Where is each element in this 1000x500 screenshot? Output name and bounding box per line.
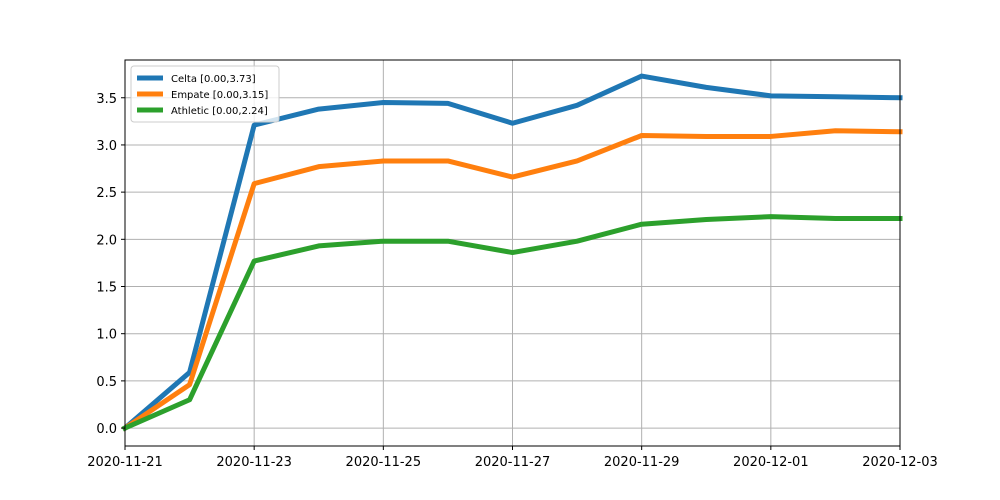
y-tick-label: 2.5: [96, 186, 117, 201]
x-tick-label: 2020-11-21: [87, 455, 163, 470]
x-tick-label: 2020-11-25: [346, 455, 422, 470]
x-tick-label: 2020-11-23: [216, 455, 292, 470]
axis-ticks: 2020-11-21 2020-11-23 2020-11-25 2020-11-27…: [87, 92, 938, 470]
legend-label: Athletic [0.00,2.24]: [171, 106, 268, 117]
series-line-2: [121, 214, 903, 432]
legend: Celta [0.00,3.73] Empate [0.00,3.15] Athle…: [130, 65, 280, 123]
x-tick-label: 2020-12-03: [862, 455, 938, 470]
legend-label: Empate [0.00,3.15]: [171, 90, 268, 101]
y-tick-label: 3.5: [96, 92, 117, 107]
y-tick-label: 1.0: [96, 328, 117, 343]
x-tick-label: 2020-11-27: [475, 455, 551, 470]
y-tick-label: 1.5: [96, 281, 117, 296]
y-tick-label: 3.0: [96, 139, 117, 154]
legend-label: Celta [0.00,3.73]: [171, 74, 256, 85]
series-lines: [121, 73, 903, 432]
y-tick-label: 2.0: [96, 233, 117, 248]
y-tick-label: 0.0: [96, 422, 117, 437]
legend-box: [130, 65, 280, 123]
series-line-0: [121, 73, 903, 432]
series-line-1: [121, 128, 903, 432]
x-tick-label: 2020-12-01: [733, 455, 809, 470]
x-tick-label: 2020-11-29: [604, 455, 680, 470]
y-tick-label: 0.5: [96, 375, 117, 390]
grid: [124, 60, 901, 446]
